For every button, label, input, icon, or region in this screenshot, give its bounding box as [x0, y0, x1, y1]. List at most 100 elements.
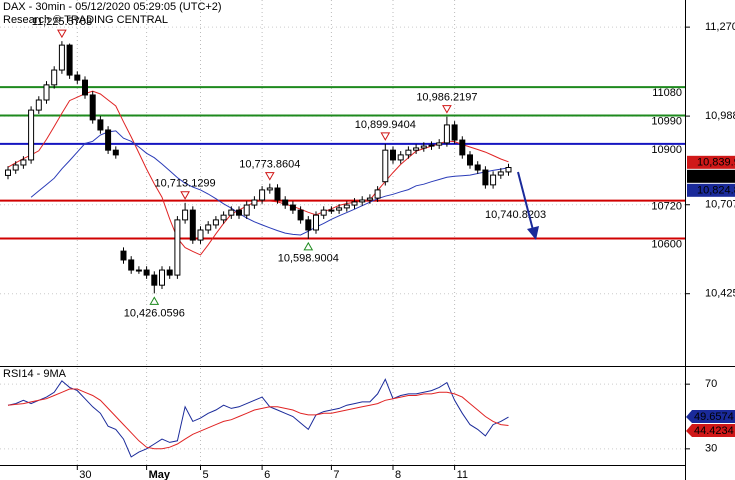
candle-body	[305, 219, 312, 231]
x-tick-label: 7	[333, 469, 339, 480]
candle-body	[390, 149, 396, 161]
high-marker	[442, 105, 452, 114]
candle-body	[151, 274, 158, 286]
candle-body	[259, 189, 266, 201]
candle-body	[397, 154, 404, 161]
candle-body	[505, 167, 512, 173]
low-marker	[303, 241, 314, 251]
high-marker	[180, 191, 190, 200]
candle-body	[174, 219, 181, 276]
value-tag	[686, 424, 735, 438]
candle-body	[105, 129, 112, 151]
candle-body	[197, 229, 204, 241]
value-tag-label: 49.6574	[694, 411, 734, 423]
x-tick-label: 11	[457, 469, 468, 480]
candle-body	[66, 44, 73, 76]
candle-body	[436, 142, 443, 146]
forecast-arrow	[517, 171, 534, 231]
y-tick-label: 11,270	[705, 21, 735, 33]
level-label: 10600	[651, 238, 682, 250]
candle-body	[451, 124, 458, 141]
candle-body	[82, 79, 88, 96]
candle-body	[182, 209, 189, 221]
level-label: 10720	[651, 201, 682, 213]
y-tick-label: 10,425	[705, 288, 735, 300]
candle-body	[443, 124, 450, 144]
high-label: 10,773.8604	[239, 159, 300, 171]
low-label: 10,426.0596	[124, 307, 185, 319]
candle-body	[374, 189, 381, 199]
candle-body	[35, 99, 42, 111]
candle-body	[12, 164, 19, 171]
candle-body	[28, 109, 35, 161]
candle-body	[97, 119, 104, 131]
rsi-line	[7, 388, 509, 450]
high-marker	[264, 172, 275, 181]
candle-body	[74, 74, 81, 81]
candle-body	[189, 209, 196, 241]
level-label: 10900	[651, 144, 682, 156]
price-tag	[687, 183, 735, 197]
chart-title: DAX - 30min - 05/12/2020 05:29:05 (UTC+2…	[3, 1, 222, 13]
candle-body	[166, 269, 173, 276]
value-tag-label: 44.4234	[694, 425, 734, 437]
candle-body	[320, 209, 327, 216]
candle-body	[112, 149, 119, 156]
candle-body	[420, 145, 427, 149]
candle-body	[120, 250, 127, 261]
level-label: 10990	[651, 115, 682, 127]
x-tick-label: 6	[264, 469, 270, 480]
candle-body	[282, 199, 289, 206]
forecast-arrowhead	[527, 226, 539, 240]
candle-body	[205, 224, 212, 231]
candle-body	[474, 164, 481, 171]
price-tag	[687, 169, 735, 183]
candle-body	[243, 204, 250, 216]
candle-body	[266, 187, 273, 191]
candle-body	[20, 159, 27, 166]
x-tick-label: 8	[395, 469, 401, 480]
candle-body	[482, 169, 489, 186]
candle-body	[405, 149, 412, 156]
rsi-title: RSI14 - 9MA	[3, 368, 67, 380]
forecast-label: 10,740.8203	[485, 209, 546, 221]
candle-body	[490, 174, 497, 186]
candle-body	[58, 44, 65, 71]
candle-body	[5, 169, 11, 176]
x-tick-label: 5	[203, 469, 209, 480]
price-tag-label: 10,839.9	[697, 157, 735, 169]
y-tick-label: 70	[705, 378, 717, 390]
candle-body	[251, 199, 258, 206]
candle-body	[274, 187, 281, 201]
candle-body	[336, 207, 343, 211]
y-tick-label: 10,988	[705, 110, 735, 122]
candle-body	[459, 139, 466, 156]
candle-body	[313, 214, 319, 231]
low-label: 10,598.9004	[278, 253, 339, 265]
candle-body	[43, 84, 50, 101]
candle-body	[128, 259, 135, 271]
candle-body	[343, 204, 350, 209]
high-label: 10,713.1299	[155, 178, 216, 190]
candle-body	[228, 209, 235, 216]
candle-body	[497, 171, 504, 176]
chart-subtitle: Research © TRADING CENTRAL	[3, 14, 168, 26]
candle-body	[135, 269, 142, 272]
candle-body	[351, 201, 358, 206]
price-tag-label: 10,825	[697, 171, 731, 183]
high-marker	[57, 29, 67, 39]
candle-body	[428, 144, 435, 147]
candle-body	[328, 209, 335, 212]
candle-body	[359, 199, 366, 203]
candle-body	[289, 204, 296, 211]
low-marker	[149, 296, 160, 305]
high-label: 10,899.9404	[355, 119, 416, 131]
price-tag	[687, 155, 735, 169]
candle-body	[297, 209, 304, 221]
high-marker	[380, 132, 391, 141]
candle-body	[159, 269, 165, 286]
price-tag-label: 10,824.8	[697, 185, 735, 197]
candle-body	[51, 69, 58, 86]
